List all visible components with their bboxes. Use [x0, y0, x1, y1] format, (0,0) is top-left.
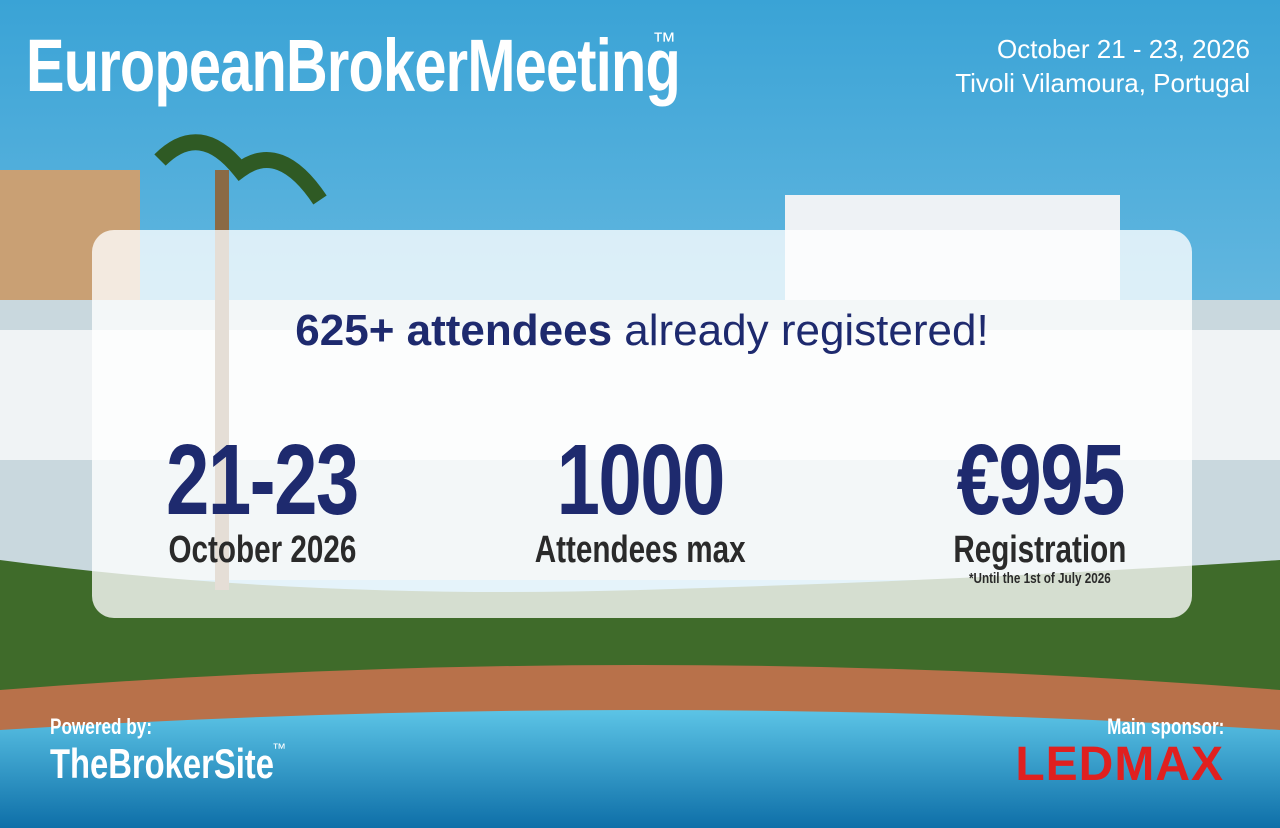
stat-label: Attendees max: [534, 529, 746, 571]
trademark: ™: [652, 28, 676, 55]
title-text: EuropeanBrokerMeeting: [26, 24, 681, 107]
info-panel: [92, 230, 1192, 618]
sponsor: Main sponsor: LEDMAX: [1015, 714, 1224, 790]
stat-price: €995 Registration *Until the 1st of July…: [860, 430, 1220, 588]
banner-highlight: 625+ attendees: [295, 306, 613, 355]
powered-name: TheBrokerSite: [50, 740, 274, 787]
event-info: October 21 - 23, 2026 Tivoli Vilamoura, …: [955, 32, 1250, 100]
event-date: October 21 - 23, 2026: [997, 34, 1250, 64]
powered-tm: ™: [272, 740, 286, 756]
stat-label: Registration: [953, 529, 1127, 571]
event-title: EuropeanBrokerMeeting: [26, 26, 864, 106]
stat-note: *Until the 1st of July 2026: [969, 570, 1111, 587]
event-location: Tivoli Vilamoura, Portugal: [955, 68, 1250, 98]
stat-dates: 21-23 October 2026: [82, 430, 442, 570]
stat-attendees: 1000 Attendees max: [460, 430, 820, 570]
stat-value: 21-23: [166, 424, 359, 536]
banner-rest: already registered!: [624, 306, 989, 355]
sponsor-label: Main sponsor:: [1106, 714, 1224, 739]
sponsor-name: LEDMAX: [1015, 738, 1224, 791]
stat-value: €995: [956, 424, 1125, 536]
registration-banner: 625+ attendees already registered!: [92, 306, 1192, 356]
powered-label: Powered by:: [50, 714, 153, 739]
stat-value: 1000: [556, 424, 725, 536]
powered-by: Powered by: TheBrokerSite: [50, 714, 337, 788]
stat-label: October 2026: [168, 529, 356, 571]
